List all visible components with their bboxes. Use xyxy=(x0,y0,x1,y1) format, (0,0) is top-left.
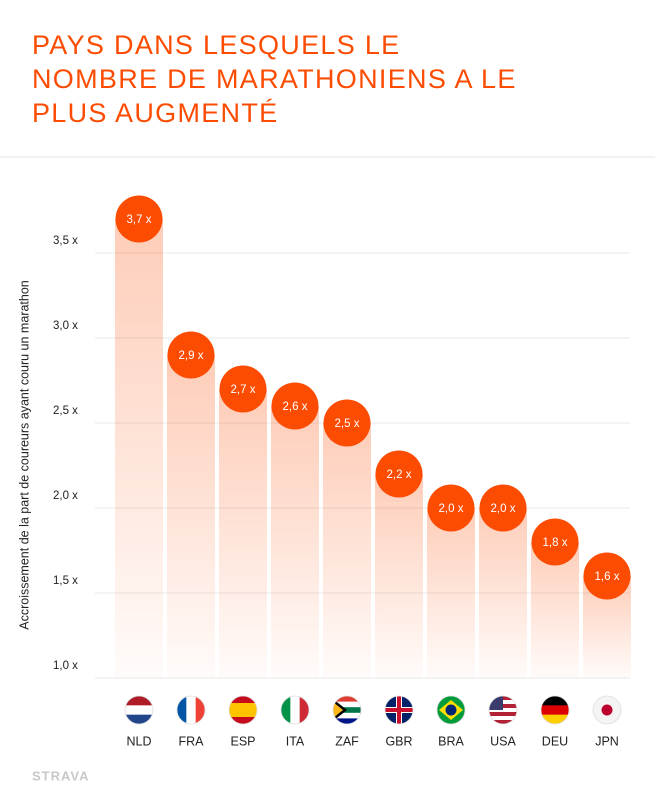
flag-outline xyxy=(592,695,622,725)
flag-part xyxy=(177,696,187,724)
flag-outline xyxy=(332,695,362,725)
flag-part xyxy=(333,707,361,714)
value-label: 2,6 x xyxy=(283,401,308,413)
flag xyxy=(593,696,621,724)
y-tick-label: 1,5 x xyxy=(53,575,78,587)
x-tick-label: DEU xyxy=(542,734,568,748)
flag-part xyxy=(195,696,205,724)
flag-part xyxy=(333,701,361,708)
y-tick-label: 1,0 x xyxy=(53,660,78,672)
flag-part xyxy=(541,705,569,715)
bar xyxy=(271,406,319,678)
chart-title: PAYS DANS LESQUELS LE NOMBRE DE MARATHON… xyxy=(32,30,517,128)
flag-outline xyxy=(124,695,154,725)
bar xyxy=(427,508,475,678)
value-label: 2,5 x xyxy=(335,418,360,430)
flag-part xyxy=(489,708,517,713)
value-bubble xyxy=(271,382,319,430)
x-tick-label: NLD xyxy=(126,734,151,748)
flag-part xyxy=(333,702,343,718)
flag-part xyxy=(125,714,153,724)
flag-part xyxy=(299,696,309,724)
value-label: 1,8 x xyxy=(543,537,568,549)
flag-part xyxy=(229,703,257,711)
value-bubble xyxy=(115,195,163,243)
value-label: 2,9 x xyxy=(179,350,204,362)
flag-part xyxy=(489,712,517,717)
y-axis-label: Accroissement de la part de coureurs aya… xyxy=(17,280,31,630)
flag-outline xyxy=(540,695,570,725)
value-label: 3,7 x xyxy=(127,214,152,226)
flag-part xyxy=(290,696,300,724)
flag-part xyxy=(333,712,361,719)
flag-part xyxy=(445,704,457,716)
flag-outline xyxy=(488,695,518,725)
flag-part xyxy=(489,716,517,721)
value-label: 2,0 x xyxy=(491,503,516,515)
flag-outline xyxy=(384,695,414,725)
value-label: 2,2 x xyxy=(387,469,412,481)
flag-part xyxy=(229,717,257,724)
bar xyxy=(219,389,267,678)
y-tick-label: 2,0 x xyxy=(53,490,78,502)
x-tick-label: JPN xyxy=(595,734,619,748)
x-tick-label: FRA xyxy=(179,734,205,748)
flag-outline xyxy=(280,695,310,725)
flag-part xyxy=(186,696,196,724)
flag-part xyxy=(397,696,401,724)
bar xyxy=(167,355,215,678)
flag-part xyxy=(229,696,257,704)
flag xyxy=(333,696,361,724)
flag-outline xyxy=(228,695,258,725)
flag-part xyxy=(125,696,153,706)
flag-outline xyxy=(176,695,206,725)
value-bubble xyxy=(323,399,371,447)
value-bubble xyxy=(219,365,267,413)
value-label: 2,0 x xyxy=(439,503,464,515)
flag xyxy=(541,696,569,724)
value-bubble xyxy=(167,331,215,379)
flag xyxy=(437,696,465,724)
bar xyxy=(115,219,163,678)
flag xyxy=(281,696,309,724)
x-tick-label: ITA xyxy=(286,734,305,748)
value-bubble xyxy=(531,518,579,566)
flag-part xyxy=(541,714,569,724)
flag-part xyxy=(601,704,613,716)
value-bubble xyxy=(583,552,631,600)
x-tick-label: BRA xyxy=(438,734,464,748)
x-tick-label: GBR xyxy=(385,734,412,748)
x-tick-label: USA xyxy=(490,734,516,748)
value-bubble xyxy=(427,484,475,532)
flag-outline xyxy=(436,695,466,725)
flag xyxy=(125,696,153,724)
y-tick-label: 2,5 x xyxy=(53,405,78,417)
value-bubble xyxy=(479,484,527,532)
y-tick-label: 3,5 x xyxy=(53,235,78,247)
flag-part xyxy=(229,710,257,718)
value-label: 1,6 x xyxy=(595,571,620,583)
bar xyxy=(375,474,423,678)
flag-part xyxy=(125,705,153,715)
flag xyxy=(177,696,205,724)
y-tick-label: 3,0 x xyxy=(53,320,78,332)
flag-part xyxy=(333,718,361,724)
value-bubble xyxy=(375,450,423,498)
x-tick-label: ZAF xyxy=(335,734,359,748)
flag-part xyxy=(489,720,517,724)
value-label: 2,7 x xyxy=(231,384,256,396)
flag xyxy=(385,696,413,724)
flag xyxy=(229,696,257,724)
x-tick-label: ESP xyxy=(230,734,255,748)
flag-part xyxy=(333,696,361,702)
flag-part xyxy=(541,696,569,706)
bar xyxy=(323,423,371,678)
bar xyxy=(479,508,527,678)
watermark: STRAVA xyxy=(32,768,90,783)
flag-part xyxy=(281,696,291,724)
